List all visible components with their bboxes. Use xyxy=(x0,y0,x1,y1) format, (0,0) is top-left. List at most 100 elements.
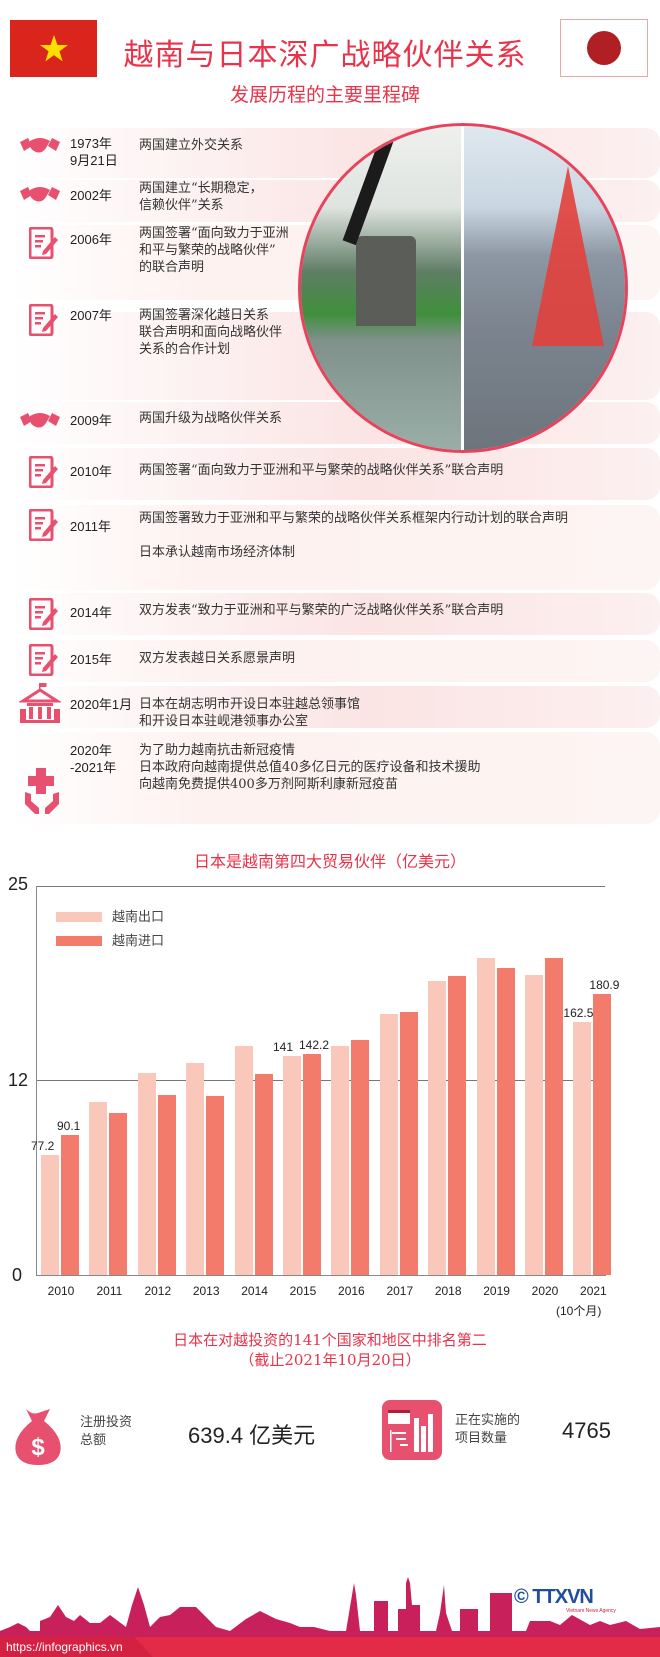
gridline-25 xyxy=(37,886,605,887)
handshake-icon xyxy=(16,411,64,433)
page-subtitle: 发展历程的主要里程碑 xyxy=(229,84,420,106)
timeline-desc: 双方发表越日关系愿景声明 xyxy=(139,651,296,666)
x-tick-label: 2015 xyxy=(289,1284,317,1298)
legend-label-import: 越南进口 xyxy=(112,934,165,949)
money-bag-icon: $ xyxy=(12,1407,64,1465)
x-axis xyxy=(36,1275,606,1276)
bar-export-2012 xyxy=(137,1072,156,1275)
medical-care-icon xyxy=(18,768,66,814)
footer-url-link[interactable]: https://infographics.vn xyxy=(0,1637,153,1657)
bar-export-2019 xyxy=(476,957,495,1275)
ttxvn-logo-subtitle: Vietnam News Agency xyxy=(566,1608,616,1614)
timeline-desc: 两国签署“面向致力于亚洲和平与繁荣的战略伙伴关系”联合声明 xyxy=(139,463,504,478)
timeline-year: 2014年 xyxy=(70,605,112,620)
chart-title: 日本是越南第四大贸易伙伴（亿美元） xyxy=(193,852,466,871)
turtle-tower-shape xyxy=(356,236,416,326)
timeline-desc: 为了助力越南抗击新冠疫情 日本政府向越南提供总值40多亿日元的医疗设备和技术援助… xyxy=(139,743,481,792)
x-tick-label: 2018 xyxy=(434,1284,462,1298)
bar-export-2013 xyxy=(186,1063,205,1275)
x-tick-label: 2013 xyxy=(192,1284,220,1298)
x-tick-label: 2012 xyxy=(144,1284,172,1298)
data-label: 180.9 xyxy=(589,977,620,992)
legend-swatch-import xyxy=(56,936,102,946)
bar-export-2014 xyxy=(234,1046,253,1275)
timeline-item: 2010年 两国签署“面向致力于亚洲和平与繁荣的战略伙伴关系”联合声明 xyxy=(12,448,660,500)
bar-export-2017 xyxy=(379,1013,398,1275)
project-chart-icon xyxy=(382,1400,442,1460)
japan-flag xyxy=(560,19,648,77)
bar-export-2015 xyxy=(283,1055,301,1275)
bar-import-2012 xyxy=(157,1094,176,1275)
bar-import-2018 xyxy=(448,976,467,1275)
registered-investment-value: 639.4 亿美元 xyxy=(188,1423,316,1448)
timeline-item: 2014年 双方发表“致力于亚洲和平与繁荣的广泛战略伙伴关系”联合声明 xyxy=(12,593,660,635)
timeline-desc: 两国建立“长期稳定， 信赖伙伴”关系 xyxy=(139,181,263,213)
document-sign-icon xyxy=(20,304,68,336)
x-tick-label: 2014 xyxy=(241,1284,268,1298)
active-projects-value: 4765 xyxy=(562,1418,611,1443)
tokyo-tower-shape xyxy=(532,166,604,346)
document-sign-icon xyxy=(20,509,68,541)
timeline-desc: 双方发表“致力于亚洲和平与繁荣的广泛战略伙伴关系”联合声明 xyxy=(139,603,504,618)
investment-title: 日本在对越投资的141个国家和地区中排名第二 （截止2021年10月20日） xyxy=(173,1331,487,1369)
x-tick-label: 2010 xyxy=(47,1284,75,1298)
gridline-12 xyxy=(37,1080,605,1081)
timeline-desc: 两国建立外交关系 xyxy=(139,138,244,153)
data-label: 90.1 xyxy=(57,1118,81,1133)
page-title: 越南与日本深广战略伙伴关系 xyxy=(123,38,527,73)
bar-export-2020 xyxy=(525,974,543,1275)
bar-export-2018 xyxy=(428,980,447,1275)
timeline-year: 2015年 xyxy=(70,652,112,667)
bar-import-2020 xyxy=(545,957,563,1275)
footer-bar xyxy=(0,1637,660,1657)
trade-bar-chart: 25 12 0 越南出口 越南进口 77.2 90.1 2010 2011 2012 20… xyxy=(0,870,660,1318)
timeline-year: 2020年 -2021年 xyxy=(70,743,117,775)
bar-import-2019 xyxy=(496,968,515,1275)
x-tick-label: 2019 xyxy=(483,1284,510,1298)
document-sign-icon xyxy=(20,227,68,259)
active-projects-label: 正在实施的 项目数量 xyxy=(455,1413,521,1446)
data-label: 77.2 xyxy=(31,1138,55,1153)
bar-import-2014 xyxy=(254,1074,273,1275)
timeline-year: 2006年 xyxy=(70,232,112,247)
star-icon xyxy=(39,34,68,61)
x-note-10-months: (10个月) xyxy=(556,1304,602,1318)
bar-export-2016 xyxy=(331,1046,350,1275)
registered-investment-label: 注册投资 总额 xyxy=(80,1415,133,1448)
skyline-silhouette xyxy=(0,1577,660,1647)
bar-import-2017 xyxy=(399,1012,418,1275)
hanoi-tokyo-photo xyxy=(298,123,628,453)
y-axis xyxy=(36,886,37,1275)
handshake-icon xyxy=(16,185,64,207)
bar-import-2013 xyxy=(206,1096,225,1275)
x-tick-label: 2021 xyxy=(580,1284,607,1298)
timeline-item: 2015年 双方发表越日关系愿景声明 xyxy=(12,640,660,682)
bar-import-2011 xyxy=(109,1113,128,1275)
bar-import-2010 xyxy=(61,1134,79,1275)
timeline-desc: 两国签署“面向致力于亚洲 和平与繁荣的战略伙伴” 的联合声明 xyxy=(139,226,289,275)
data-label: 142.2 xyxy=(299,1037,330,1052)
timeline-year: 1973年 9月21日 xyxy=(70,136,118,168)
x-tick-label: 2020 xyxy=(531,1284,559,1298)
vietnam-flag xyxy=(10,20,97,77)
timeline-desc: 两国签署致力于亚洲和平与繁荣的战略伙伴关系框架内行动计划的联合声明 日本承认越南… xyxy=(139,511,569,560)
x-tick-label: 2017 xyxy=(386,1284,414,1298)
data-label: 141 xyxy=(273,1039,294,1054)
legend-swatch-export xyxy=(56,912,102,922)
y-tick-12: 12 xyxy=(8,1070,29,1090)
timeline-item: 2011年 两国签署致力于亚洲和平与繁荣的战略伙伴关系框架内行动计划的联合声明 … xyxy=(12,505,660,590)
bar-import-2016 xyxy=(351,1040,370,1275)
handshake-icon xyxy=(16,136,64,158)
bar-export-2010 xyxy=(41,1154,59,1275)
bar-export-2011 xyxy=(89,1102,108,1275)
y-tick-25: 25 xyxy=(8,874,29,894)
bar-import-2015 xyxy=(303,1053,321,1275)
timeline-item: 2020年 -2021年 为了助力越南抗击新冠疫情 日本政府向越南提供总值40多… xyxy=(12,732,660,824)
timeline-year: 2002年 xyxy=(70,188,112,203)
document-sign-icon xyxy=(20,598,68,630)
x-tick-label: 2011 xyxy=(96,1284,123,1298)
document-sign-icon xyxy=(20,456,68,488)
bar-export-2021 xyxy=(573,1022,592,1275)
ttxvn-logo: © TTXVN xyxy=(514,1586,594,1608)
timeline-year: 2020年1月 xyxy=(70,697,133,712)
